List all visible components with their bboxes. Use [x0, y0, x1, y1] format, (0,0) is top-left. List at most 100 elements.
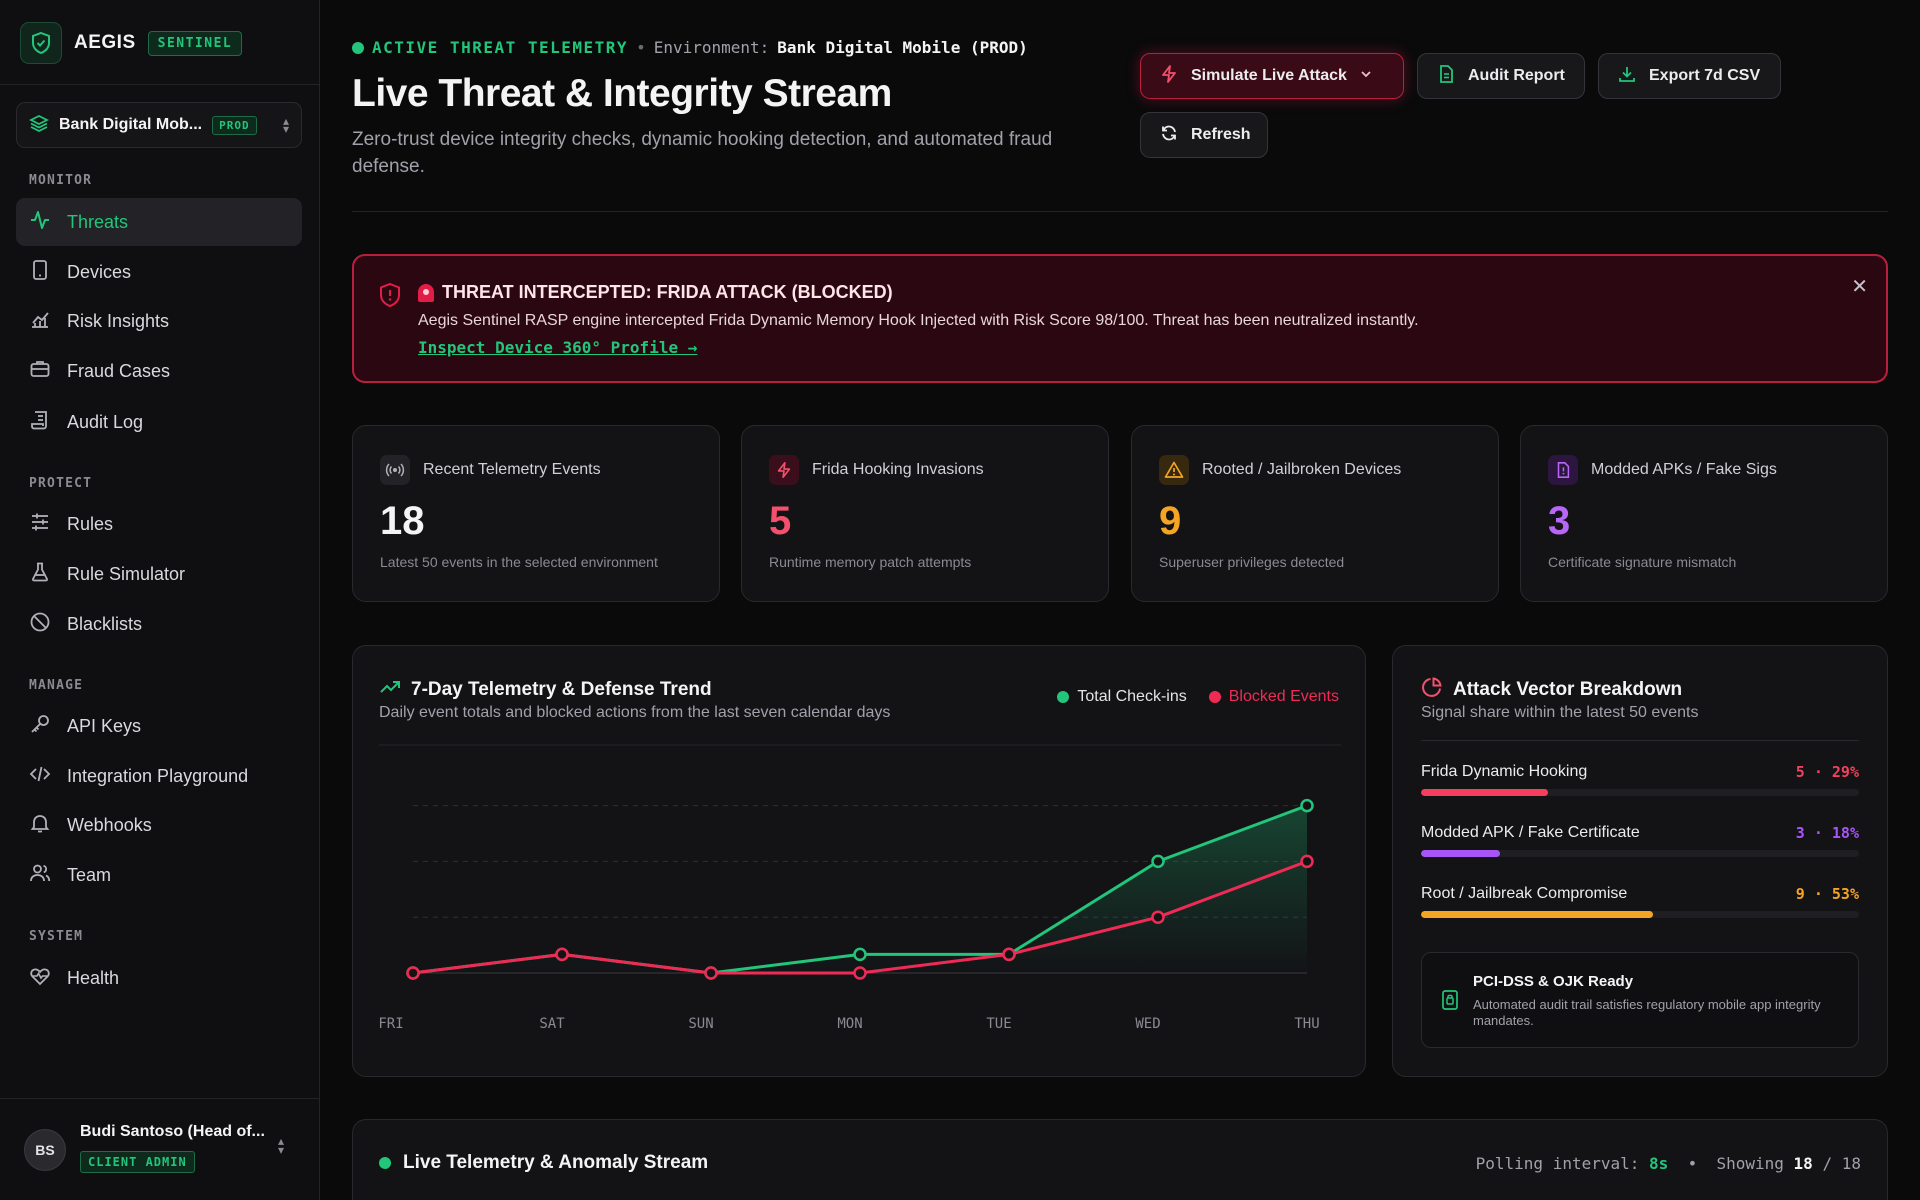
sidebar-item-webhooks[interactable]: Webhooks: [16, 801, 302, 849]
sidebar-item-label: Rules: [67, 513, 114, 534]
section-monitor: MONITOR: [29, 173, 93, 188]
data-point-total: [853, 947, 867, 962]
vector-bar-track: [1421, 850, 1859, 857]
sidebar-item-integration-playground[interactable]: Integration Playground: [16, 752, 302, 800]
user-profile[interactable]: BS Budi Santoso (Head of... CLIENT ADMIN…: [0, 1098, 320, 1200]
export-csv-button[interactable]: Export 7d CSV: [1598, 53, 1781, 99]
showing-label: Showing: [1716, 1154, 1784, 1173]
refresh-button[interactable]: Refresh: [1140, 112, 1268, 158]
flask-icon: [29, 561, 51, 588]
stat-label: Frida Hooking Invasions: [812, 461, 984, 478]
sidebar-item-label: Blacklists: [67, 613, 143, 634]
x-tick-label: MON: [837, 1016, 862, 1032]
sliders-icon: [29, 511, 51, 538]
simulate-attack-label: Simulate Live Attack: [1191, 67, 1347, 84]
sidebar-item-threats[interactable]: Threats: [16, 198, 302, 246]
header-divider: [352, 211, 1888, 212]
vector-bar-fill: [1421, 789, 1549, 796]
poll-value: 8s: [1649, 1154, 1669, 1173]
vector-bar-track: [1421, 789, 1859, 796]
vector-name: Modded APK / Fake Certificate: [1421, 824, 1640, 841]
sidebar-item-rule-simulator[interactable]: Rule Simulator: [16, 550, 302, 598]
brand: AEGIS SENTINEL: [20, 22, 243, 64]
data-point-blocked: [406, 966, 420, 980]
warning-icon: [1159, 455, 1189, 485]
vector-row-modded-apk: Modded APK / Fake Certificate 3 · 18%: [1421, 824, 1859, 857]
legend-blocked: Blocked Events: [1208, 688, 1339, 706]
brand-tag: SENTINEL: [147, 30, 243, 56]
section-protect: PROTECT: [29, 476, 93, 491]
sidebar-item-audit-log[interactable]: Audit Log: [16, 398, 302, 446]
audit-report-button[interactable]: Audit Report: [1417, 53, 1585, 99]
sidebar-item-rules[interactable]: Rules: [16, 500, 302, 548]
avatar: BS: [24, 1129, 66, 1171]
trend-title-text: 7-Day Telemetry & Defense Trend: [411, 679, 712, 700]
sidebar-item-api-keys[interactable]: API Keys: [16, 702, 302, 750]
export-csv-label: Export 7d CSV: [1649, 67, 1761, 84]
sidebar-item-label: API Keys: [67, 715, 142, 736]
live-status-dot: [352, 41, 364, 54]
sidebar-item-fraud-cases[interactable]: Fraud Cases: [16, 347, 302, 395]
meta-bullet: •: [1687, 1154, 1698, 1173]
sidebar-item-label: Threats: [67, 211, 129, 232]
stat-card-frida: Frida Hooking Invasions 5 Runtime memory…: [741, 425, 1109, 602]
siren-icon: [418, 283, 434, 302]
inspect-device-link[interactable]: Inspect Device 360° Profile →: [418, 338, 698, 357]
data-point-total: [1300, 798, 1314, 813]
stat-value: 9: [1159, 499, 1182, 543]
ban-icon: [29, 611, 51, 638]
status-line: ACTIVE THREAT TELEMETRY • Environment: B…: [352, 38, 1028, 57]
zap-icon: [1159, 64, 1179, 89]
vector-bar-track: [1421, 911, 1859, 918]
poll-label: Polling interval:: [1475, 1154, 1640, 1173]
vector-value: 5 · 29%: [1795, 763, 1859, 781]
stat-card-rooted: Rooted / Jailbroken Devices 9 Superuser …: [1131, 425, 1499, 602]
bell-icon: [29, 812, 51, 839]
zap-icon: [769, 455, 799, 485]
x-tick-label: WED: [1135, 1016, 1160, 1032]
heart-pulse-icon: [29, 965, 51, 992]
key-icon: [29, 713, 51, 740]
close-icon[interactable]: ✕: [1851, 276, 1868, 298]
sidebar: AEGIS SENTINEL Bank Digital Mob... PROD …: [0, 0, 320, 1200]
sidebar-item-devices[interactable]: Devices: [16, 248, 302, 296]
sidebar-item-team[interactable]: Team: [16, 851, 302, 899]
stat-card-telemetry: Recent Telemetry Events 18 Latest 50 eve…: [352, 425, 720, 602]
x-tick-label: TUE: [986, 1016, 1011, 1032]
data-point-blocked: [1151, 910, 1165, 924]
environment-selector[interactable]: Bank Digital Mob... PROD ▴ ▾: [16, 102, 302, 148]
sidebar-item-health[interactable]: Health: [16, 954, 302, 1002]
broadcast-icon: [380, 455, 410, 485]
stream-meta: Polling interval: 8s • Showing 18 / 18: [1476, 1154, 1861, 1173]
code-icon: [29, 763, 51, 790]
legend-total: Total Check-ins: [1057, 688, 1187, 706]
vector-value: 9 · 53%: [1795, 885, 1859, 903]
trending-up-icon: [379, 676, 401, 704]
stat-description: Runtime memory patch attempts: [769, 554, 972, 570]
alert-message: Aegis Sentinel RASP engine intercepted F…: [418, 312, 1419, 329]
sidebar-item-label: Webhooks: [67, 814, 152, 835]
legend-total-label: Total Check-ins: [1077, 688, 1187, 705]
vector-row-frida: Frida Dynamic Hooking 5 · 29%: [1421, 763, 1859, 796]
vector-divider: [1421, 740, 1859, 741]
sidebar-item-blacklists[interactable]: Blacklists: [16, 600, 302, 648]
pie-chart-icon: [1421, 676, 1443, 704]
chart-icon: [29, 308, 51, 335]
data-point-blocked: [1002, 947, 1016, 962]
simulate-attack-button[interactable]: Simulate Live Attack: [1140, 53, 1404, 99]
user-name: Budi Santoso (Head of...: [80, 1123, 265, 1140]
data-point-total: [1151, 854, 1165, 869]
badge-check-icon: [1440, 989, 1460, 1016]
x-tick-label: FRI: [378, 1016, 403, 1032]
user-role-badge: CLIENT ADMIN: [80, 1151, 195, 1173]
showing-sep: /: [1822, 1154, 1833, 1173]
sidebar-item-label: Fraud Cases: [67, 360, 171, 381]
vector-name: Frida Dynamic Hooking: [1421, 763, 1588, 780]
refresh-label: Refresh: [1191, 126, 1251, 143]
audit-report-label: Audit Report: [1468, 67, 1565, 84]
trend-chart-card: 7-Day Telemetry & Defense Trend Daily ev…: [352, 645, 1366, 1077]
stream-title-text: Live Telemetry & Anomaly Stream: [403, 1152, 709, 1173]
environment-key: Environment:: [653, 38, 770, 57]
sidebar-item-risk-insights[interactable]: Risk Insights: [16, 297, 302, 345]
stat-label: Rooted / Jailbroken Devices: [1202, 461, 1402, 478]
